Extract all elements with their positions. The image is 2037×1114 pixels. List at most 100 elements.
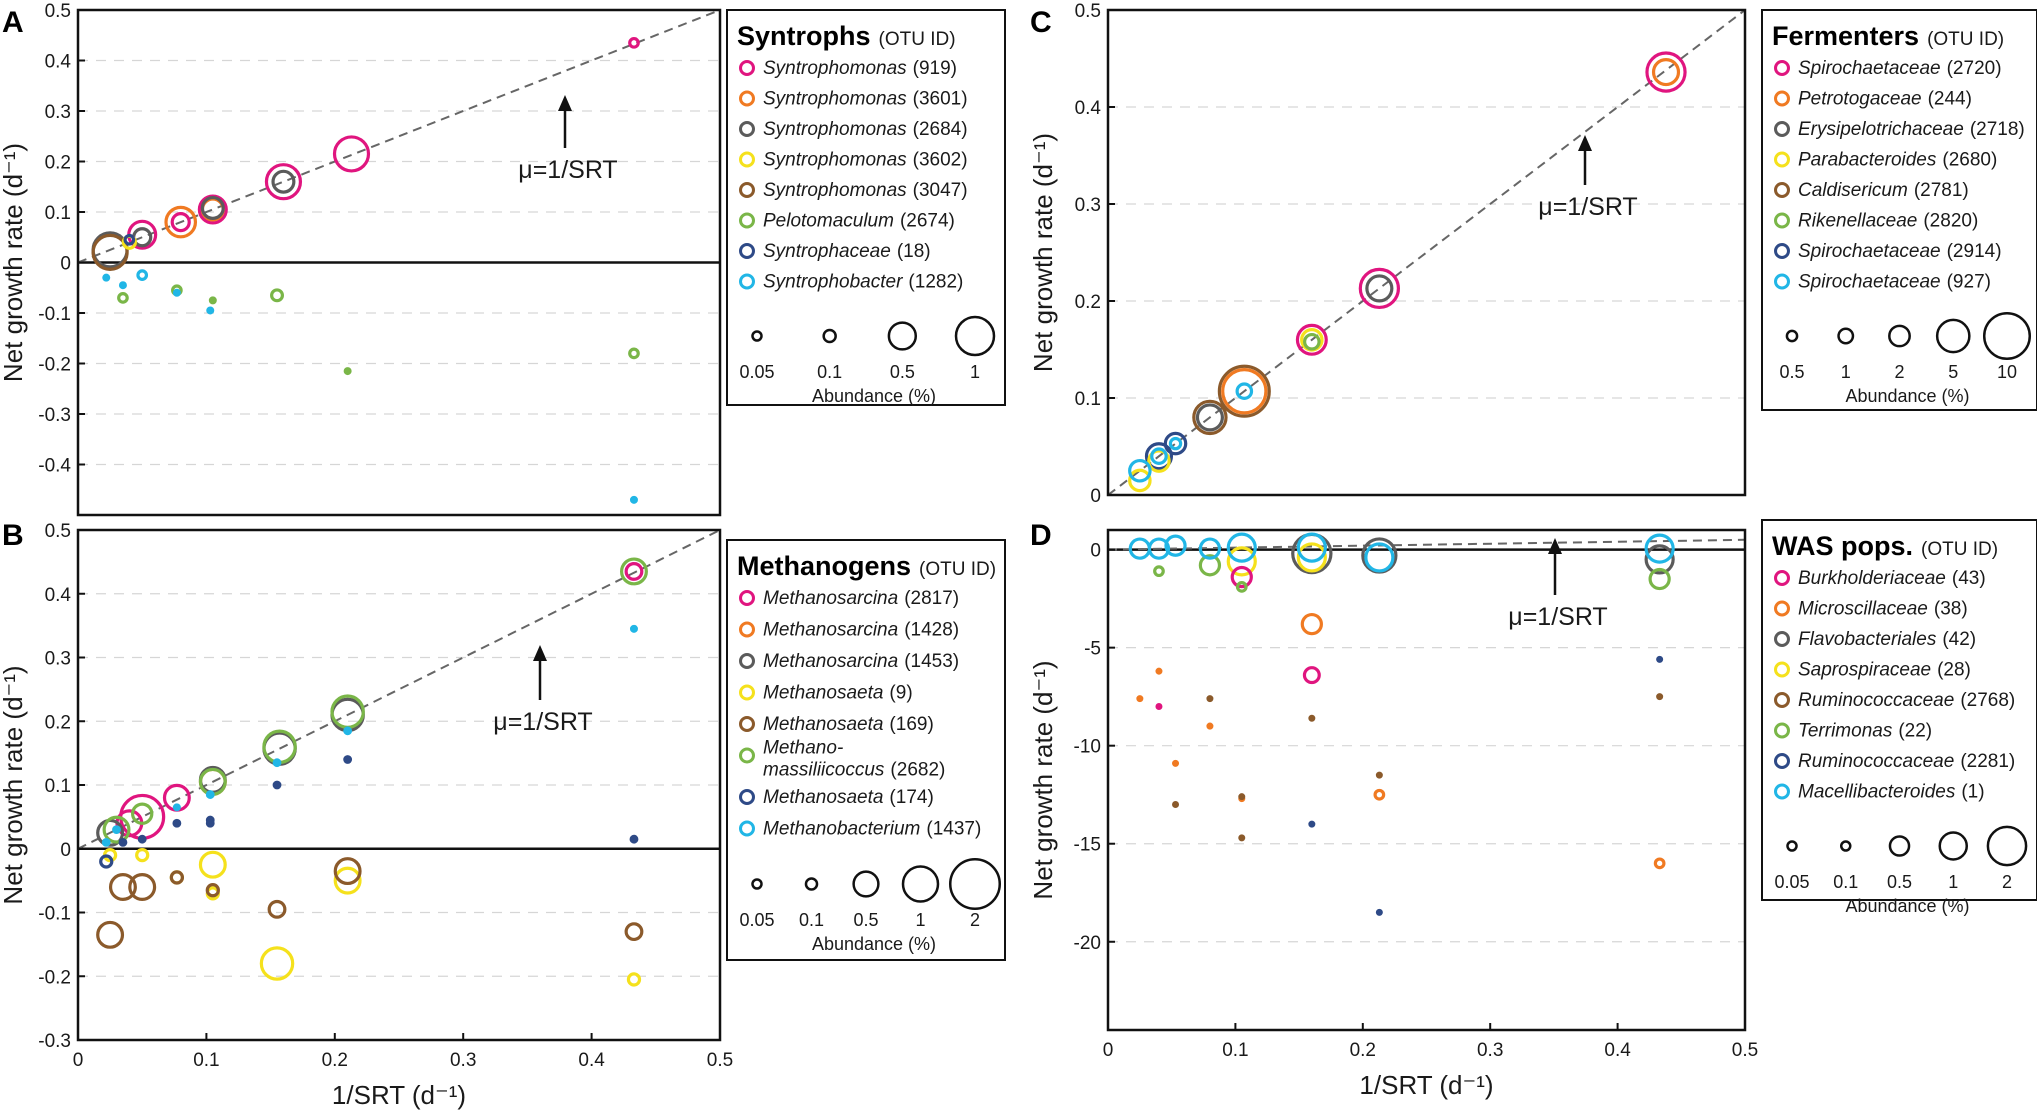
- legend-marker: [739, 747, 755, 764]
- legend-item-name: Syntrophobacter: [763, 272, 903, 293]
- y-tick-label: 0.3: [1075, 195, 1101, 216]
- x-tick-label: 0.5: [1732, 1040, 1758, 1061]
- legend-marker: [1774, 60, 1790, 76]
- data-point-series-7: [112, 825, 121, 835]
- legend-marker: [739, 789, 755, 805]
- data-point-series-3: [259, 946, 295, 981]
- legend-item-name: Ruminococcaceae: [1798, 690, 1954, 711]
- legend-marker: [1774, 243, 1790, 259]
- data-point-series-7: [1198, 537, 1222, 560]
- size-legend-label: 2: [970, 910, 980, 930]
- arrow-head: [558, 95, 572, 111]
- legend-marker: [739, 243, 755, 259]
- data-point-series-6: [1375, 908, 1383, 916]
- data-point-series-7: [1147, 537, 1171, 560]
- legend-item-otu: (244): [1928, 89, 1972, 110]
- data-point-series-6: [1144, 442, 1174, 471]
- data-point-series-4: [1238, 793, 1246, 801]
- legend-item-name: Terrimonas: [1798, 721, 1893, 742]
- y-tick-label: 0.4: [45, 52, 72, 73]
- data-point-series-1: [1373, 788, 1386, 801]
- legend-item-otu: (42): [1942, 629, 1976, 650]
- data-point-series-2: [1195, 403, 1224, 432]
- size-legend-marker: [751, 330, 763, 342]
- y-tick-label: 0.1: [45, 776, 71, 797]
- legend-subtitle: (OTU ID): [1927, 29, 2004, 50]
- legend-item-otu: (1453): [904, 651, 959, 672]
- legend-marker: [739, 684, 755, 701]
- legend-item-name: Erysipelotrichaceae: [1798, 119, 1964, 140]
- y-tick-label: -0.3: [38, 405, 71, 426]
- data-point-series-7: [172, 288, 181, 297]
- data-point-series-4: [1308, 714, 1316, 722]
- data-point-series-0: [170, 212, 191, 233]
- y-tick-label: -0.4: [38, 456, 71, 477]
- legend-item-otu: (1428): [904, 620, 959, 641]
- data-point-series-7: [101, 837, 111, 847]
- legend-item-name: Rikenellaceae: [1798, 211, 1917, 232]
- legend-frame: [1761, 9, 2037, 411]
- y-tick-label: -15: [1074, 835, 1101, 856]
- data-point-series-7: [1296, 532, 1327, 563]
- data-point-series-4: [205, 883, 220, 898]
- data-point-series-7: [102, 273, 111, 282]
- data-point-series-6: [118, 837, 128, 847]
- size-legend-marker: [1840, 840, 1852, 852]
- data-point-series-6: [1308, 820, 1316, 828]
- data-point-series-6: [629, 834, 639, 844]
- data-point-series-4: [108, 873, 137, 901]
- legend-item-otu: (2914): [1947, 241, 2002, 262]
- legend-item-name: Methanosaeta: [763, 787, 883, 808]
- size-legend-marker: [751, 878, 763, 890]
- annotation-label: μ=1/SRT: [518, 156, 617, 184]
- legend-marker: [1774, 151, 1790, 168]
- legend-item-otu: (2680): [1942, 150, 1997, 171]
- data-point-series-7: [629, 624, 638, 633]
- legend-frame: [726, 539, 1006, 961]
- y-axis-label: Net growth rate (d⁻¹): [0, 143, 28, 382]
- legend-item-name: Saprospiraceae: [1798, 660, 1931, 681]
- size-legend-label: 0.5: [890, 362, 915, 382]
- data-point-series-4: [1192, 399, 1228, 436]
- size-legend-label: 0.5: [1779, 362, 1804, 382]
- legend-item-otu: (2781): [1914, 180, 1969, 201]
- size-legend-marker: [949, 858, 1001, 910]
- legend-item-name: Parabacteroides: [1798, 150, 1937, 171]
- size-legend-marker: [1888, 835, 1911, 857]
- data-point-series-7: [1226, 532, 1257, 563]
- size-legend-label: 10: [1997, 362, 2017, 382]
- data-point-series-5: [117, 292, 129, 304]
- panel-letter: B: [2, 519, 24, 552]
- size-legend-marker: [901, 865, 940, 903]
- data-point-series-5: [343, 367, 352, 376]
- y-tick-label: -0.1: [38, 304, 71, 325]
- data-point-series-6: [1163, 431, 1188, 456]
- legend-item-name: Spirochaetaceae: [1798, 272, 1941, 293]
- legend-item-otu: (3047): [913, 180, 968, 201]
- legend-item-otu: (2674): [900, 211, 955, 232]
- size-legend-label: 0.1: [1833, 872, 1858, 892]
- size-legend-label: 1: [1841, 362, 1851, 382]
- data-point-series-3: [333, 866, 362, 895]
- data-point-series-0: [264, 163, 303, 201]
- legend-item-name: Methanosaeta: [763, 683, 883, 704]
- x-tick-label: 0.1: [1222, 1040, 1248, 1061]
- legend-marker: [739, 621, 755, 638]
- legend: Fermenters (OTU ID) Spirochaetaceae (2720) P…: [1761, 9, 2037, 411]
- x-axis-label: 1/SRT (d⁻¹): [332, 1080, 466, 1110]
- data-point-series-3: [1226, 546, 1257, 577]
- legend-item-otu: (18): [897, 241, 931, 262]
- data-point-series-7: [1150, 447, 1168, 465]
- data-point-series-6: [99, 854, 114, 869]
- legend-item-otu: (9): [889, 683, 912, 704]
- legend-marker: [1774, 722, 1790, 739]
- legend-subtitle: (OTU ID): [879, 29, 956, 50]
- legend-title: Syntrophs: [737, 21, 871, 51]
- data-point-series-7: [136, 269, 149, 281]
- size-legend-marker: [1935, 318, 1971, 354]
- data-point-series-4: [96, 920, 125, 949]
- x-tick-label: 0.2: [1350, 1040, 1376, 1061]
- size-legend-label: 0.5: [853, 910, 878, 930]
- legend-item-otu: (927): [1947, 272, 1991, 293]
- size-legend-label: 0.05: [739, 362, 774, 382]
